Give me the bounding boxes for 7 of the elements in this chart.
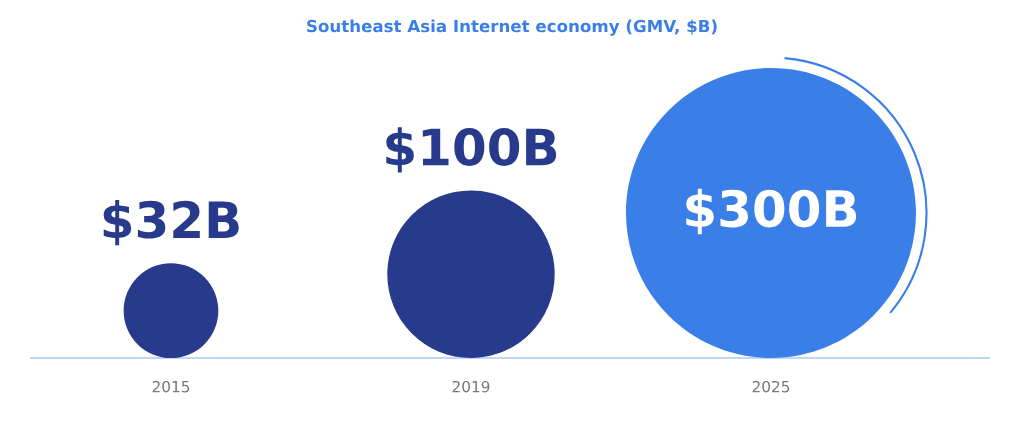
category-label: 2025 [752, 380, 790, 393]
data-label: $32B [103, 199, 239, 246]
text: Southeast Asia Internet economy (GMV, $B) [307, 19, 717, 36]
category-label: 2019 [452, 380, 490, 393]
data-label: $300B [686, 188, 857, 235]
data-label: $100B [386, 127, 557, 173]
category-label: 2015 [152, 380, 190, 393]
